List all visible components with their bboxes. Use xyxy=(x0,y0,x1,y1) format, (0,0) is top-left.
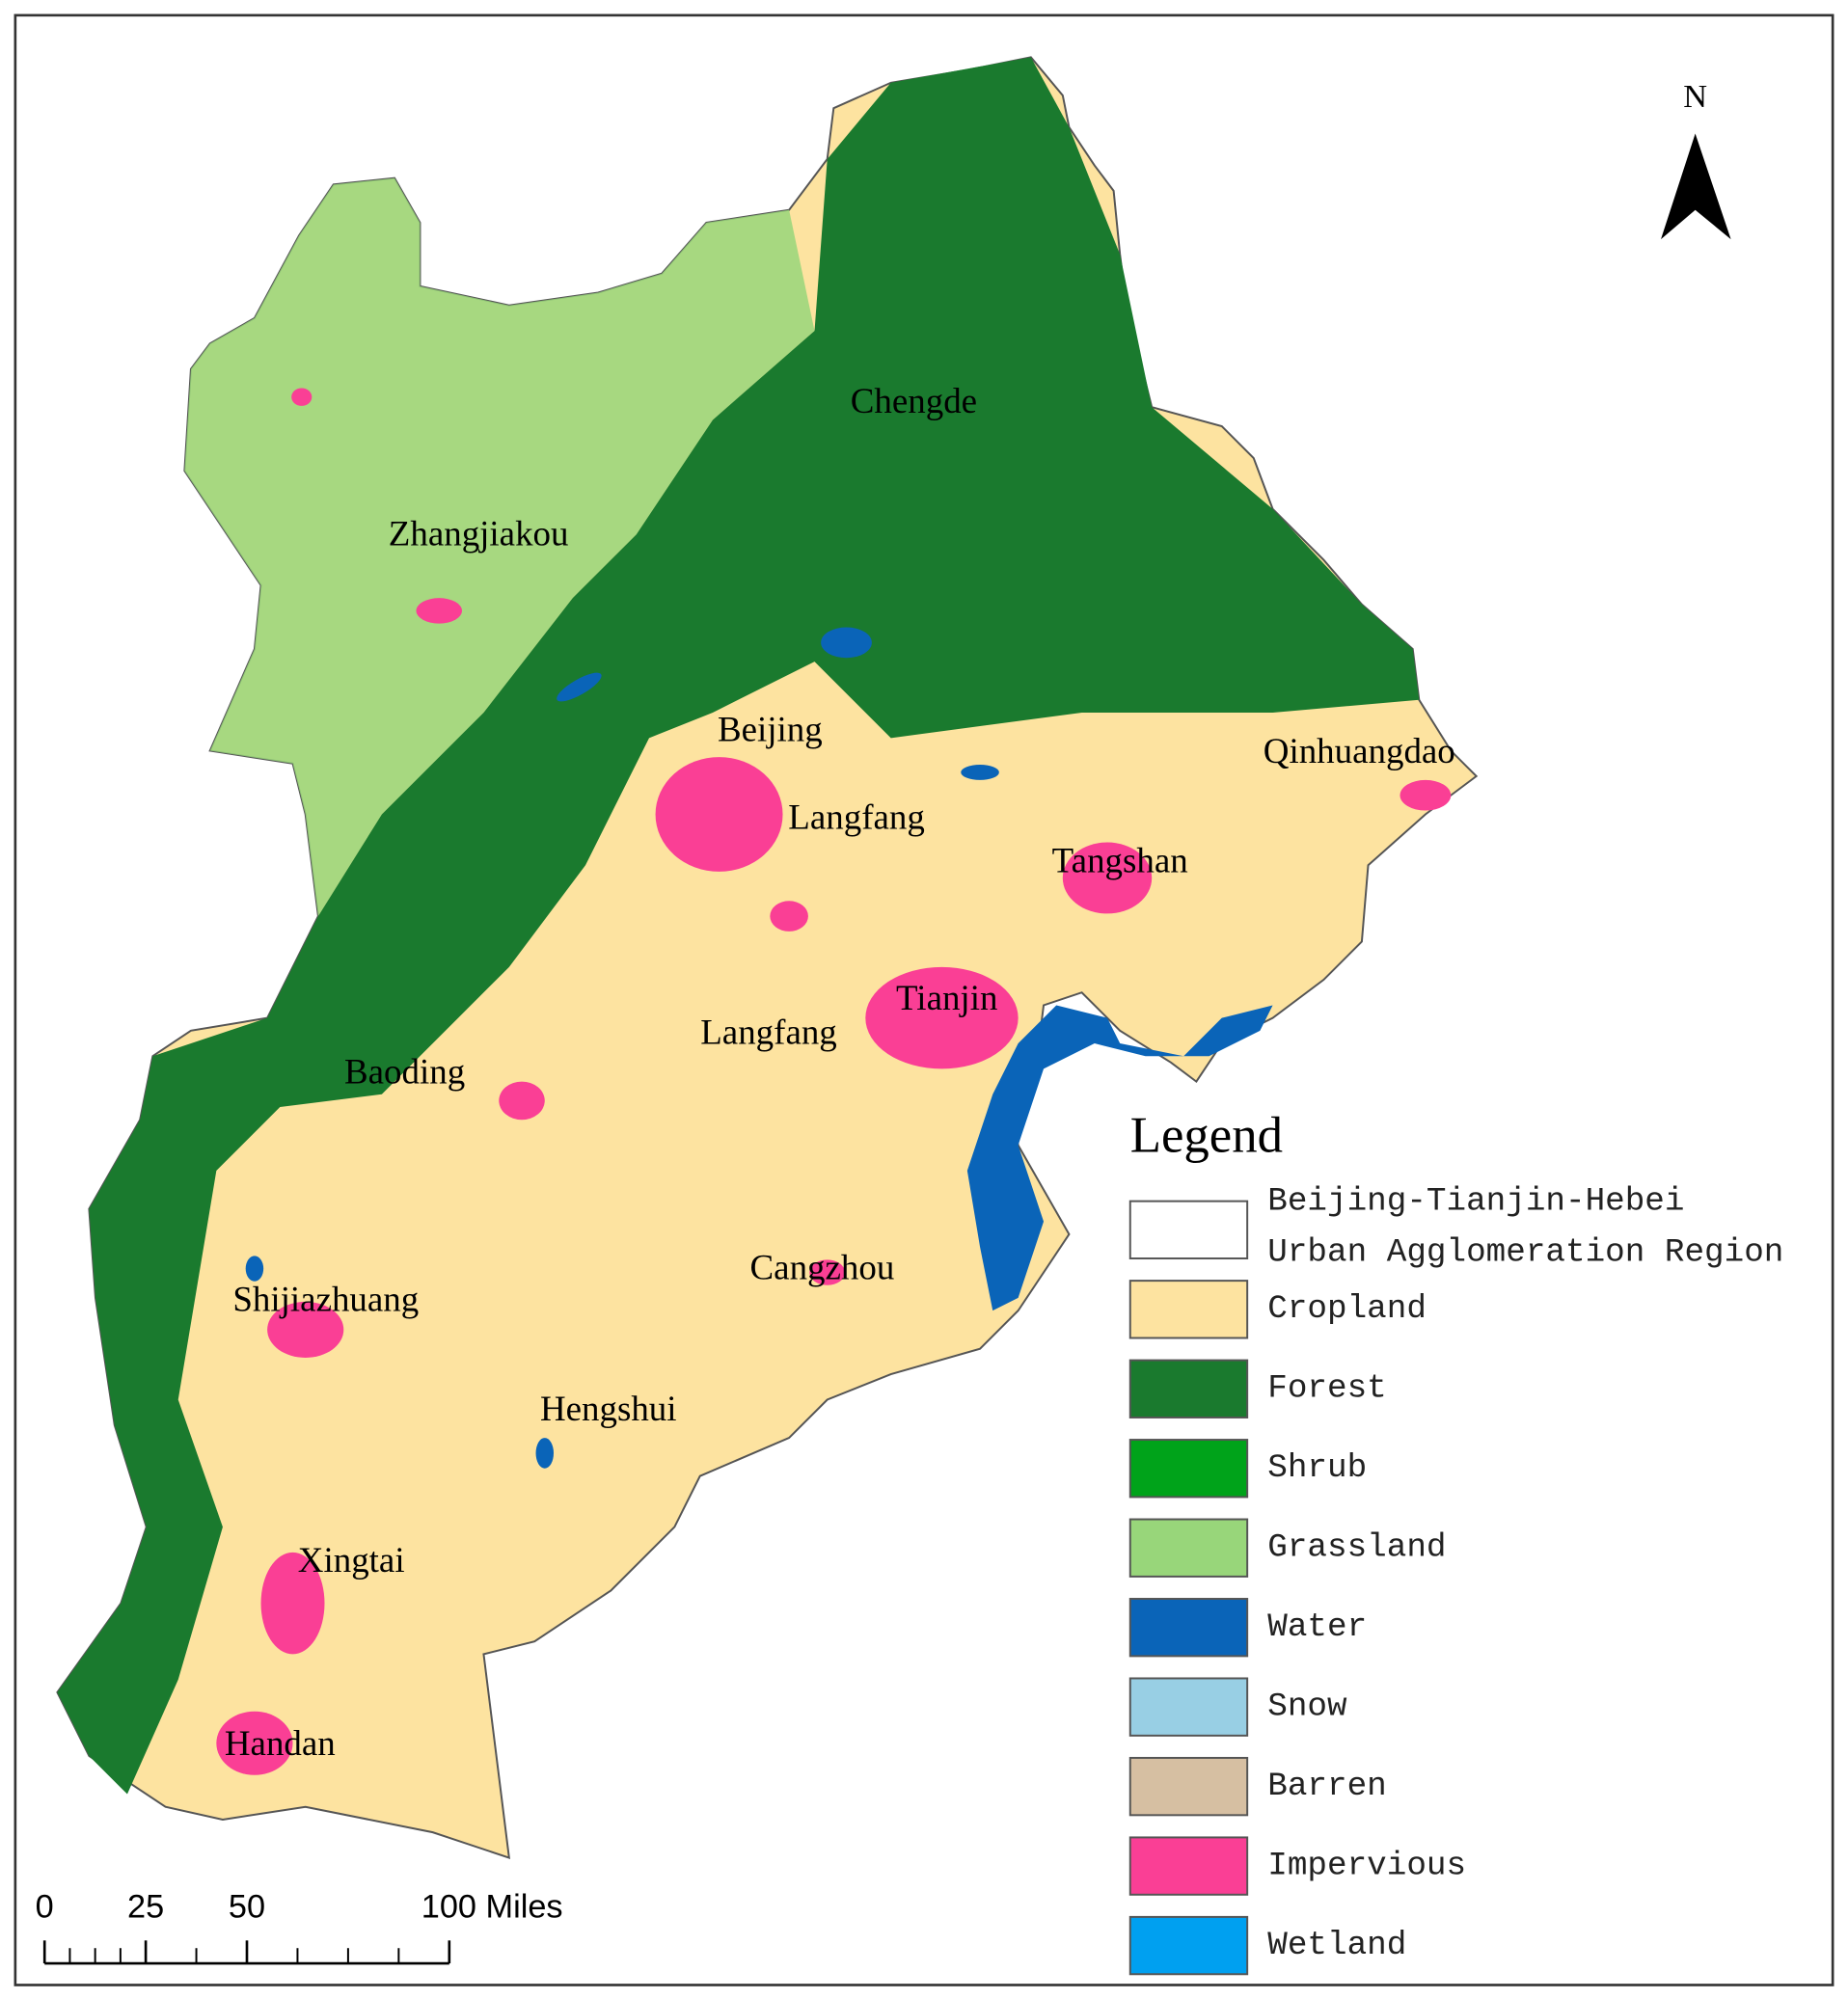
city-label: Tangshan xyxy=(1052,840,1188,879)
city-label: Shijiazhuang xyxy=(232,1280,419,1319)
legend-swatch xyxy=(1128,1518,1249,1578)
legend-label: Grassland xyxy=(1267,1529,1446,1567)
city-label: Beijing xyxy=(718,710,823,749)
city-label: Zhangjiakou xyxy=(389,513,569,553)
legend-swatch xyxy=(1128,1756,1249,1817)
forest-area xyxy=(57,57,1420,1795)
legend-swatch xyxy=(1128,1836,1249,1896)
city-label: Tianjin xyxy=(896,978,997,1017)
legend-label: Wetland xyxy=(1267,1927,1406,1964)
legend: Beijing-Tianjin-Hebei Urban Agglomeration… xyxy=(1128,1183,1783,1976)
legend-title: Legend xyxy=(1130,1107,1283,1163)
scale-label: 50 xyxy=(229,1888,265,1925)
city-label: Hengshui xyxy=(540,1389,677,1428)
north-label: N xyxy=(1683,78,1707,115)
legend-swatch xyxy=(1128,1439,1249,1499)
legend-swatch xyxy=(1128,1677,1249,1737)
city-label: Cangzhou xyxy=(750,1248,895,1287)
city-label: Handan xyxy=(225,1723,336,1763)
legend-label: Forest xyxy=(1267,1370,1387,1408)
legend-label: Snow xyxy=(1267,1688,1347,1726)
water-areas xyxy=(245,627,1273,1469)
land xyxy=(56,56,1479,1859)
legend-label: Impervious xyxy=(1267,1848,1466,1885)
city-label: Langfang xyxy=(700,1013,837,1052)
city-label: Chengde xyxy=(851,381,977,420)
legend-label: Cropland xyxy=(1267,1290,1427,1328)
scale-label: 100 Miles xyxy=(421,1888,563,1925)
legend-swatch xyxy=(1128,1200,1249,1260)
grassland-area xyxy=(184,177,815,917)
scale-label: 0 xyxy=(36,1888,54,1925)
city-label: Langfang xyxy=(788,797,925,837)
city-label: Xingtai xyxy=(298,1540,405,1580)
scale-label: 25 xyxy=(127,1888,164,1925)
scale-bar: 0 25 50 100 Miles xyxy=(36,1888,563,1965)
legend-swatch xyxy=(1128,1359,1249,1418)
legend-label: Urban Agglomeration Region xyxy=(1267,1233,1783,1271)
north-arrow xyxy=(1661,133,1731,240)
city-labels: Chengde Zhangjiakou Beijing Langfang Qin… xyxy=(225,381,1455,1763)
legend-label: Barren xyxy=(1267,1768,1387,1805)
city-label: Qinhuangdao xyxy=(1264,731,1455,770)
legend-swatch xyxy=(1128,1915,1249,1976)
legend-swatch xyxy=(1128,1598,1249,1658)
city-label: Baoding xyxy=(344,1051,465,1091)
legend-label: Shrub xyxy=(1267,1449,1367,1487)
impervious-areas xyxy=(216,388,1452,1775)
legend-label: Beijing-Tianjin-Hebei xyxy=(1267,1183,1684,1221)
legend-label: Water xyxy=(1267,1608,1367,1646)
legend-swatch xyxy=(1128,1280,1249,1339)
